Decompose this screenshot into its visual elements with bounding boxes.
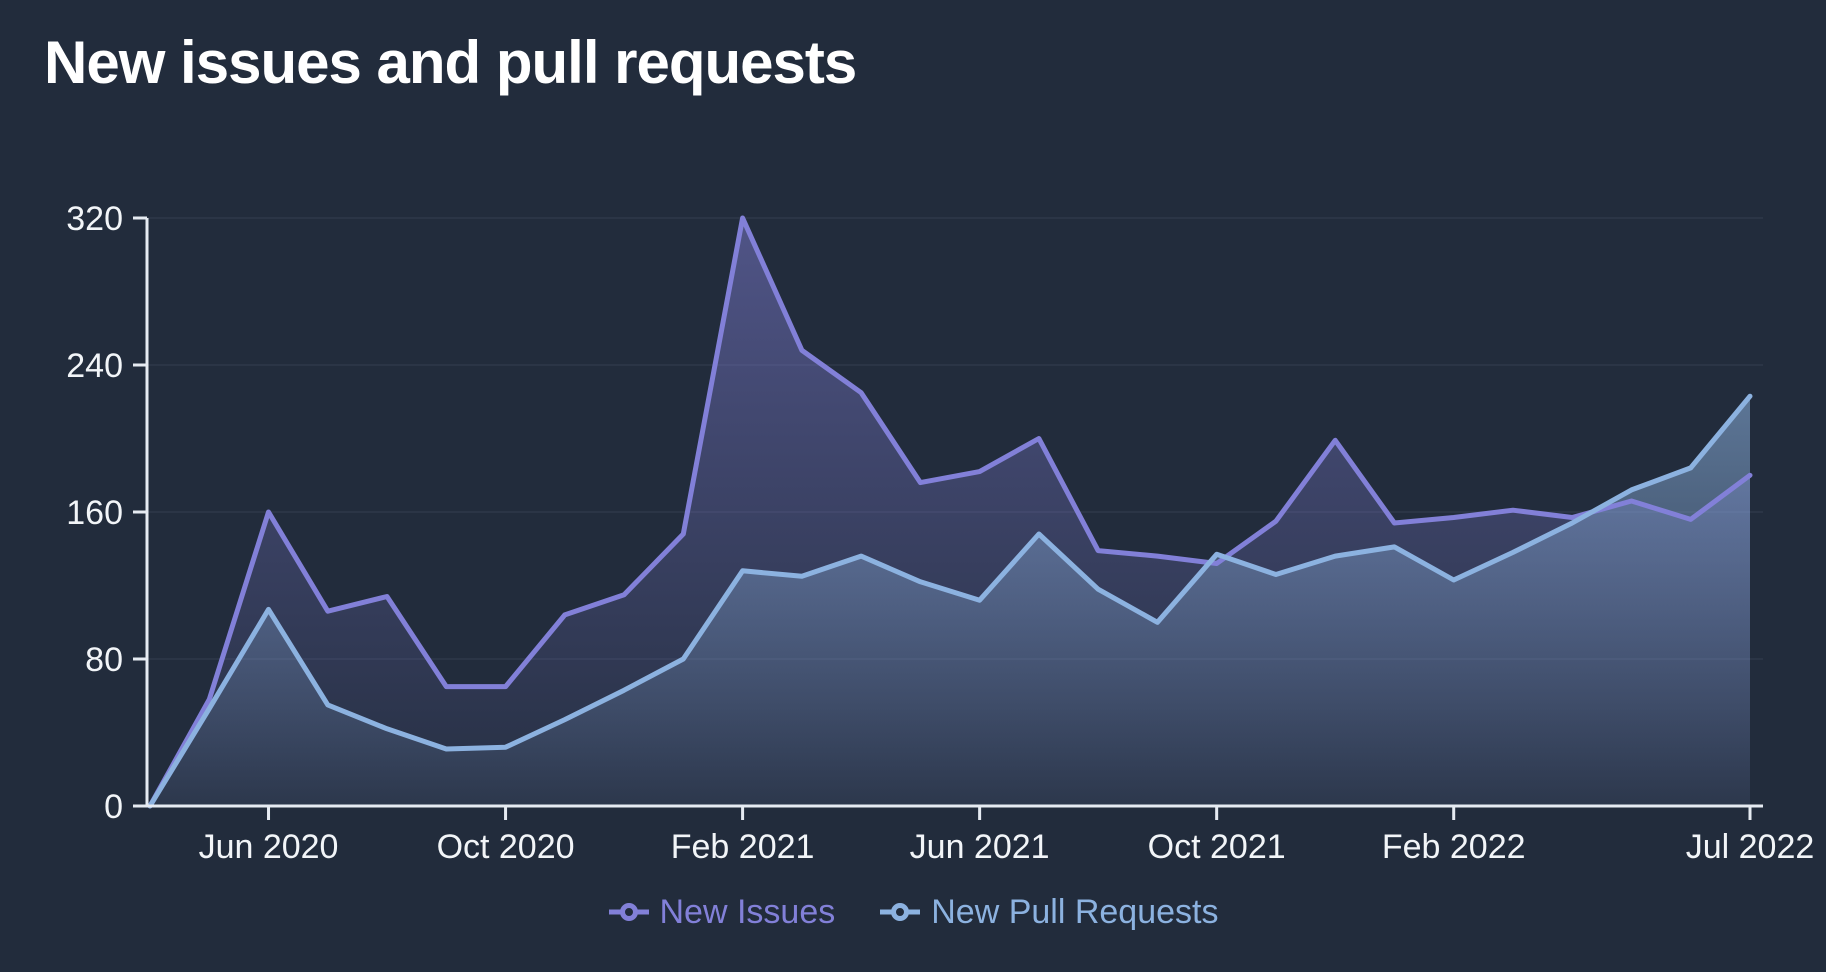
pull_requests-area — [150, 396, 1750, 806]
legend-label: New Pull Requests — [931, 893, 1219, 931]
x-axis-label: Oct 2021 — [1148, 828, 1286, 866]
x-axis-label: Jun 2021 — [910, 828, 1050, 866]
legend-item-new-pull-requests[interactable]: New Pull Requests — [879, 895, 1218, 929]
chart-legend: New Issues New Pull Requests — [0, 886, 1826, 938]
y-axis-label: 160 — [66, 494, 123, 532]
y-axis-label: 0 — [104, 788, 123, 826]
line-marker-icon — [880, 903, 921, 921]
x-axis-label: Feb 2022 — [1382, 828, 1526, 866]
x-axis-label: Jul 2022 — [1686, 828, 1815, 866]
line-marker-icon — [608, 903, 649, 921]
y-axis-label: 80 — [85, 641, 123, 679]
page-title: New issues and pull requests — [44, 29, 857, 96]
issues-line — [147, 215, 1753, 809]
legend-item-new-issues[interactable]: New Issues — [608, 893, 836, 931]
x-axis-label: Feb 2021 — [671, 828, 815, 866]
y-axis-label: 320 — [66, 200, 123, 238]
pull_requests-line — [147, 393, 1753, 809]
y-axis-label: 240 — [66, 347, 123, 385]
legend-label: New Issues — [659, 893, 836, 931]
x-axis-label: Oct 2020 — [437, 828, 575, 866]
x-axis-label: Jun 2020 — [199, 828, 339, 866]
